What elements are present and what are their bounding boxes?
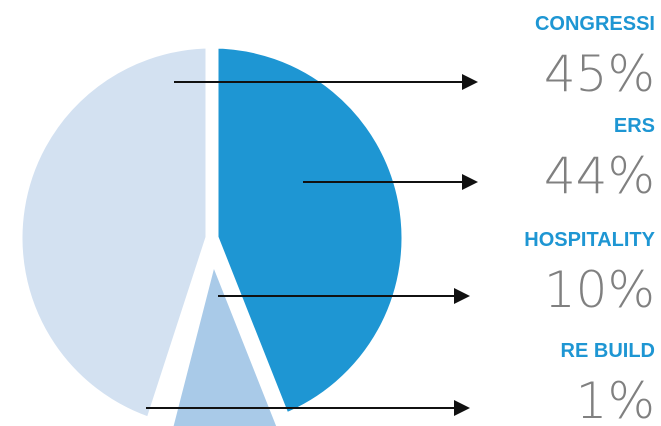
percent-label-hospitality: 10% xyxy=(544,261,655,319)
arrow-head-congressi xyxy=(462,74,478,90)
arrow-head-re-build xyxy=(454,400,470,416)
category-label-congressi: CONGRESSI xyxy=(535,13,655,35)
percent-label-congressi: 45% xyxy=(544,45,655,103)
pointer-arrows xyxy=(146,74,478,416)
pie-slice-ers xyxy=(205,35,415,426)
arrow-head-hospitality xyxy=(454,288,470,304)
percent-label-re-build: 1% xyxy=(576,372,655,426)
percent-label-ers: 44% xyxy=(544,147,655,205)
arrow-head-ers xyxy=(462,174,478,190)
category-label-re-build: RE BUILD xyxy=(561,340,655,362)
category-label-hospitality: HOSPITALITY xyxy=(524,229,655,251)
slice-labels: CONGRESSI 45% ERS 44% HOSPITALITY 10% RE BUILD… xyxy=(524,13,655,426)
pie-slice-hospitality xyxy=(160,241,291,426)
pie-slices xyxy=(9,35,415,426)
category-label-ers: ERS xyxy=(614,115,655,137)
pie-slice-congressi xyxy=(9,35,219,426)
